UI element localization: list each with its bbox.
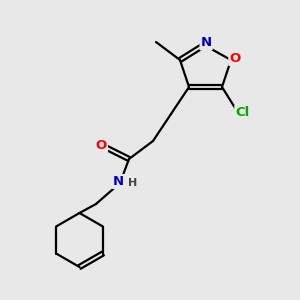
Text: H: H: [128, 178, 137, 188]
Text: O: O: [229, 52, 241, 65]
Text: O: O: [96, 139, 107, 152]
Text: N: N: [200, 36, 212, 50]
Text: Cl: Cl: [235, 106, 250, 119]
Text: N: N: [113, 175, 124, 188]
